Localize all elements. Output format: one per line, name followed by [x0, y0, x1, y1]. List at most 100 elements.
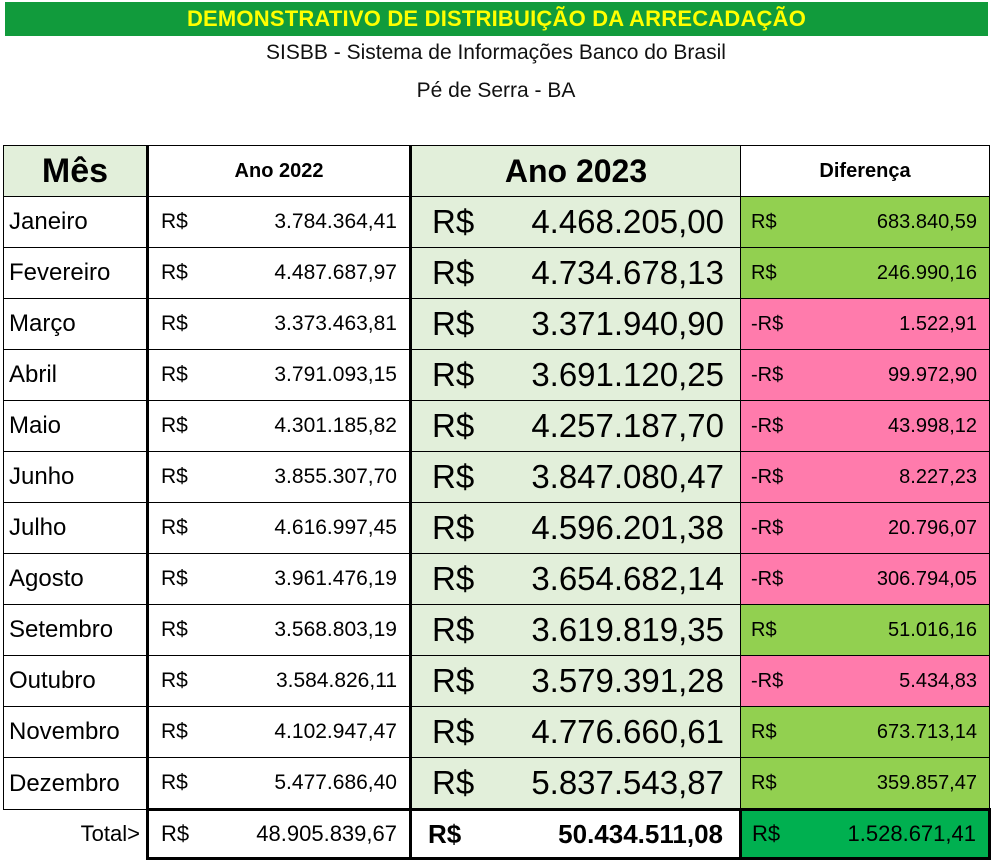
value-2023: R$ 4.734.678,13	[410, 247, 741, 299]
amount-difference: 359.857,47	[876, 771, 977, 794]
value-2022: R$ 3.784.364,41	[146, 196, 412, 248]
month-name: Novembro	[3, 706, 148, 758]
currency-symbol: -R$	[751, 669, 784, 692]
amount-2023: 3.579.391,28	[531, 662, 724, 699]
value-2023: R$ 3.847.080,47	[410, 451, 741, 503]
value-2023: R$ 4.257.187,70	[410, 400, 741, 452]
value-2023: R$ 3.691.120,25	[410, 349, 741, 401]
currency-symbol: R$	[161, 821, 190, 846]
amount-difference: 51.016,16	[888, 618, 977, 641]
currency-symbol: R$	[161, 414, 188, 437]
value-2022: R$ 3.584.826,11	[146, 655, 412, 707]
currency-symbol: R$	[161, 465, 188, 488]
value-difference: -R$ 1.522,91	[740, 298, 990, 350]
amount-2022: 4.102.947,47	[274, 720, 397, 743]
header-year-2022: Ano 2022	[146, 145, 412, 197]
currency-symbol: R$	[751, 210, 777, 233]
table-row: Março R$ 3.373.463,81 R$ 3.371.940,90 -R$ 1.52…	[3, 298, 990, 350]
amount-difference: 1.522,91	[899, 312, 977, 335]
amount-2022: 3.791.093,15	[274, 363, 397, 386]
currency-symbol: R$	[432, 764, 475, 801]
month-name: Janeiro	[3, 196, 148, 248]
value-difference: R$ 673.713,14	[740, 706, 990, 758]
currency-symbol: R$	[161, 363, 188, 386]
table-row: Outubro R$ 3.584.826,11 R$ 3.579.391,28 -R$ 5.…	[3, 655, 990, 707]
currency-symbol: -R$	[751, 312, 784, 335]
currency-symbol: R$	[161, 567, 188, 590]
header-difference: Diferença	[740, 145, 990, 197]
currency-symbol: R$	[432, 611, 475, 648]
table-row: Dezembro R$ 5.477.686,40 R$ 5.837.543,87 R$ 35…	[3, 757, 990, 810]
total-amount-difference: 1.528.671,41	[847, 821, 976, 846]
amount-difference: 99.972,90	[888, 363, 977, 386]
value-difference: R$ 359.857,47	[740, 757, 990, 810]
amount-2023: 5.837.543,87	[531, 764, 724, 801]
amount-difference: 246.990,16	[876, 261, 977, 284]
amount-2023: 4.734.678,13	[531, 254, 724, 291]
currency-symbol: R$	[752, 821, 781, 846]
table-row: Maio R$ 4.301.185,82 R$ 4.257.187,70 -R$ 43.99…	[3, 400, 990, 452]
amount-2022: 5.477.686,40	[274, 771, 397, 794]
value-2022: R$ 3.855.307,70	[146, 451, 412, 503]
month-name: Fevereiro	[3, 247, 148, 299]
amount-2022: 3.961.476,19	[274, 567, 397, 590]
amount-2023: 3.619.819,35	[531, 611, 724, 648]
table-row: Junho R$ 3.855.307,70 R$ 3.847.080,47 -R$ 8.22…	[3, 451, 990, 503]
amount-2022: 3.855.307,70	[274, 465, 397, 488]
report-banner-title: DEMONSTRATIVO DE DISTRIBUIÇÃO DA ARRECAD…	[5, 2, 988, 36]
month-name: Março	[3, 298, 148, 350]
total-amount-2022: 48.905.839,67	[256, 821, 397, 846]
currency-symbol: R$	[432, 662, 475, 699]
month-name: Junho	[3, 451, 148, 503]
value-difference: -R$ 8.227,23	[740, 451, 990, 503]
table-row: Setembro R$ 3.568.803,19 R$ 3.619.819,35 R$ 51…	[3, 604, 990, 656]
currency-symbol: R$	[432, 254, 475, 291]
value-difference: -R$ 43.998,12	[740, 400, 990, 452]
report-subtitle-system: SISBB - Sistema de Informações Banco do …	[266, 41, 726, 64]
month-name: Maio	[3, 400, 148, 452]
value-difference: -R$ 5.434,83	[740, 655, 990, 707]
amount-2023: 4.257.187,70	[531, 407, 724, 444]
value-2023: R$ 3.619.819,35	[410, 604, 741, 656]
value-2023: R$ 4.596.201,38	[410, 502, 741, 554]
table-row: Agosto R$ 3.961.476,19 R$ 3.654.682,14 -R$ 306…	[3, 553, 990, 605]
currency-symbol: -R$	[751, 465, 784, 488]
currency-symbol: R$	[161, 516, 188, 539]
currency-symbol: R$	[161, 312, 188, 335]
amount-2022: 3.784.364,41	[274, 210, 397, 233]
amount-difference: 5.434,83	[899, 669, 977, 692]
value-2022: R$ 3.373.463,81	[146, 298, 412, 350]
currency-symbol: R$	[432, 203, 475, 240]
currency-symbol: R$	[432, 713, 475, 750]
amount-difference: 20.796,07	[888, 516, 977, 539]
value-difference: R$ 246.990,16	[740, 247, 990, 299]
currency-symbol: -R$	[751, 567, 784, 590]
amount-2022: 4.616.997,45	[274, 516, 397, 539]
value-2023: R$ 3.371.940,90	[410, 298, 741, 350]
distribution-table: Mês Ano 2022 Ano 2023 Diferença Janeiro R…	[3, 145, 991, 860]
amount-2022: 3.373.463,81	[274, 312, 397, 335]
amount-2023: 3.847.080,47	[531, 458, 724, 495]
amount-2023: 4.468.205,00	[531, 203, 724, 240]
total-2023: R$ 50.434.511,08	[409, 808, 742, 860]
value-2023: R$ 4.776.660,61	[410, 706, 741, 758]
value-2022: R$ 4.616.997,45	[146, 502, 412, 554]
value-2022: R$ 4.301.185,82	[146, 400, 412, 452]
table-row: Fevereiro R$ 4.487.687,97 R$ 4.734.678,13 R$ 2…	[3, 247, 990, 299]
total-difference: R$ 1.528.671,41	[739, 808, 991, 860]
amount-difference: 43.998,12	[888, 414, 977, 437]
total-label: Total>	[3, 809, 148, 859]
value-difference: -R$ 99.972,90	[740, 349, 990, 401]
table-row: Abril R$ 3.791.093,15 R$ 3.691.120,25 -R$ 99.9…	[3, 349, 990, 401]
table-header-row: Mês Ano 2022 Ano 2023 Diferença	[3, 145, 990, 197]
currency-symbol: R$	[161, 618, 188, 641]
currency-symbol: R$	[161, 771, 188, 794]
currency-symbol: R$	[432, 407, 475, 444]
currency-symbol: R$	[161, 669, 188, 692]
total-row: Total> R$ 48.905.839,67 R$ 50.434.511,08 R$ 1.…	[3, 808, 991, 860]
currency-symbol: R$	[751, 618, 777, 641]
value-difference: R$ 683.840,59	[740, 196, 990, 248]
currency-symbol: R$	[428, 818, 462, 849]
total-amount-2023: 50.434.511,08	[558, 818, 723, 849]
month-name: Julho	[3, 502, 148, 554]
